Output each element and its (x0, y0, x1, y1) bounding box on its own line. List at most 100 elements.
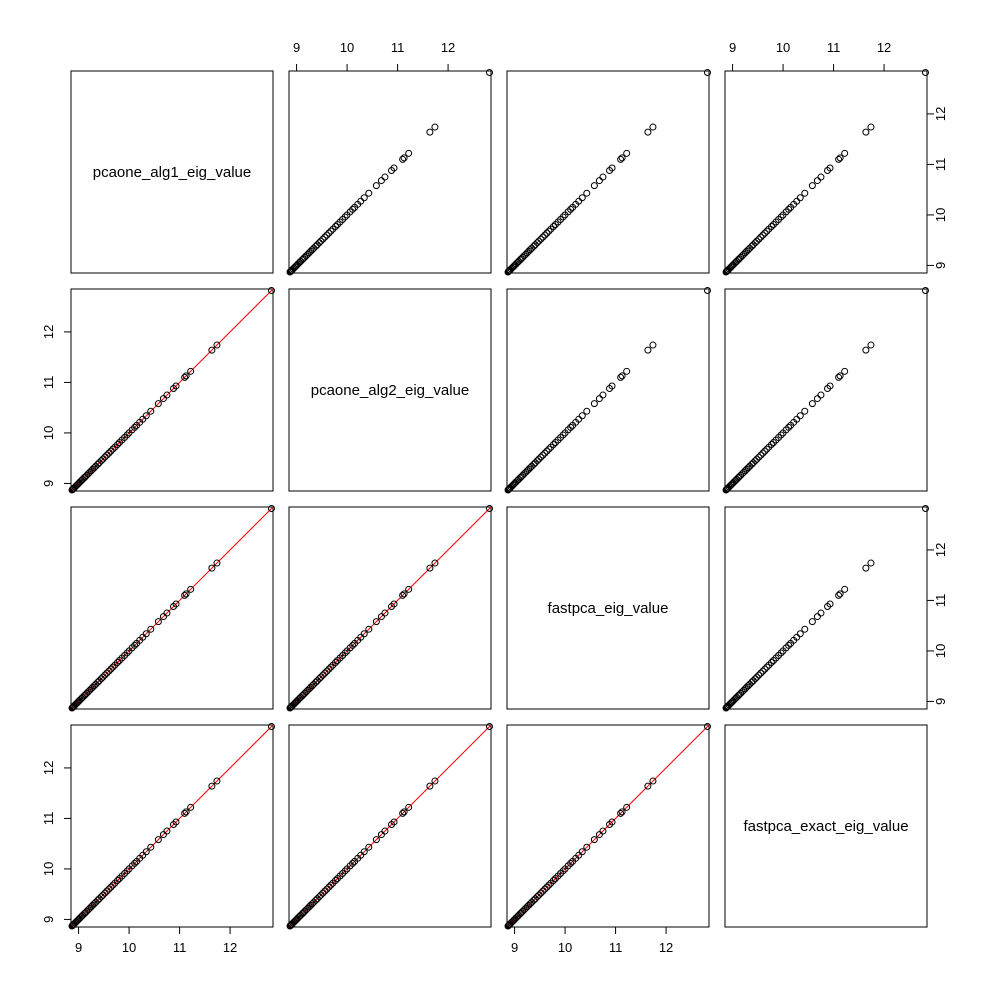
panel-3-2-point-30 (535, 891, 543, 899)
panel-2-0-point-33 (94, 678, 102, 686)
panel-1-3-point-28 (757, 451, 765, 459)
panel-2-3-point-55 (722, 704, 730, 712)
panel-1-0-point-1 (213, 341, 221, 349)
panel-0-3-point-27 (759, 231, 767, 239)
bottom-axis-0-tick-label-3: 12 (223, 940, 237, 955)
panel-2-3-point-25 (763, 663, 771, 671)
panel-0-3-point-0 (921, 69, 929, 77)
panel-3-0-point-2 (208, 782, 216, 790)
panel-2-3-point-7 (824, 602, 832, 610)
left-axis-3-tick-label-3: 12 (41, 761, 56, 775)
panel-0-2-point-18 (561, 211, 569, 219)
right-axis-2-tick-label-0: 9 (933, 698, 948, 705)
panel-0-2-point-0 (703, 69, 711, 77)
panel-2-3-point-32 (749, 677, 757, 685)
panel-2-1-point-29 (319, 671, 327, 679)
panel-1-2-point-9 (595, 395, 603, 403)
panel-3-1-point-31 (315, 893, 323, 901)
panel-2-1-point-11 (365, 625, 373, 633)
panel-2-0-point-32 (95, 677, 103, 685)
panel-3-0-point-12 (142, 848, 150, 856)
panel-1-0-point-4 (182, 372, 190, 380)
panel-0-3-point-33 (748, 242, 756, 250)
panel-1-0-point-9 (159, 395, 167, 403)
top-axis-3-tick-label-0: 9 (729, 40, 736, 55)
bottom-axis-2-tick-label-1: 10 (558, 940, 572, 955)
panel-0-1-point-4 (400, 154, 408, 162)
panel-2-3-point-12 (796, 630, 804, 638)
panel-0-3-point-15 (787, 203, 795, 211)
panel-2-3-point-18 (779, 647, 787, 655)
panel-2-1-point-33 (312, 678, 320, 686)
panel-1-0-point-28 (103, 451, 111, 459)
panel-3-0-point-29 (101, 889, 109, 897)
panel-0-3-point-18 (779, 211, 787, 219)
panel-2-1-point-22 (333, 657, 341, 665)
panel-2-3-point-22 (769, 657, 777, 665)
left-axis-1-tick-label-0: 9 (41, 480, 56, 487)
panel-2-0-point-10 (154, 618, 162, 626)
panel-1-3-point-33 (748, 460, 756, 468)
panel-2-1-point-27 (323, 667, 331, 675)
panel-2-0-point-9 (159, 613, 167, 621)
panel-3-1-point-5 (399, 809, 407, 817)
panel-0-1-point-11 (365, 189, 373, 197)
panel-2-1-point-1 (431, 559, 439, 567)
panel-0-1-point-28 (321, 233, 329, 241)
panel-0-3-point-32 (749, 241, 757, 249)
panel-2-3-point-1 (867, 559, 875, 567)
panel-3-2-point-27 (541, 885, 549, 893)
panel-3-1-point-22 (333, 875, 341, 883)
panel-1-0-point-26 (107, 447, 115, 455)
panel-3-1-point-12 (360, 848, 368, 856)
panel-1-0-point-12 (142, 412, 150, 420)
panel-0-2-point-11 (583, 189, 591, 197)
panel-0-3-point-30 (753, 237, 761, 245)
panel-3-1-point-32 (313, 895, 321, 903)
top-axis-1-tick-label-2: 11 (391, 40, 405, 55)
panel-1-2-point-7 (606, 384, 614, 392)
panel-0-2-point-29 (537, 235, 545, 243)
panel-0-2-point-30 (535, 237, 543, 245)
panel-0-2-point-1 (649, 123, 657, 131)
panel-2-1-point-10 (372, 618, 380, 626)
panel-0-1-point-2 (426, 128, 434, 136)
panel-0-2-point-24 (547, 225, 555, 233)
panel-3-2-point-18 (561, 865, 569, 873)
panel-2-1-point-0 (485, 505, 493, 513)
panel-3-2-point-29 (537, 889, 545, 897)
panel-3-1-point-7 (388, 820, 396, 828)
variable-label-3: fastpca_exact_eig_value (743, 818, 908, 835)
panel-0-3-point-12 (796, 194, 804, 202)
panel-1-3-point-9 (813, 395, 821, 403)
panel-0-2-point-10 (590, 182, 598, 190)
panel-3-2-point-3 (623, 803, 631, 811)
panel-0-3-point-10 (808, 182, 816, 190)
panel-1-2-point-18 (561, 429, 569, 437)
panel-3-2-point-31 (533, 893, 541, 901)
panel-1-3-point-4 (836, 372, 844, 380)
panel-2-0-point-27 (105, 667, 113, 675)
panel-1-0-point-7 (170, 384, 178, 392)
top-axis-1-tick-label-1: 10 (340, 40, 354, 55)
panel-1-0-point-32 (95, 459, 103, 467)
panel-2-1-point-8 (381, 609, 389, 617)
left-axis-3-tick-label-0: 9 (41, 916, 56, 923)
panel-1-0-point-11 (147, 407, 155, 415)
panel-0-1-point-29 (319, 235, 327, 243)
panel-2-1-point-30 (317, 673, 325, 681)
panel-3-1-border (288, 724, 492, 928)
panel-2-3-point-11 (801, 625, 809, 633)
panel-2-0-point-24 (111, 661, 119, 669)
panel-2-0-point-5 (181, 591, 189, 599)
panel-2-1-point-25 (327, 663, 335, 671)
panel-3-2-point-32 (531, 895, 539, 903)
panel-1-0-point-18 (125, 429, 133, 437)
panel-3-2-point-33 (530, 896, 538, 904)
panel-1-3-point-18 (779, 429, 787, 437)
panel-2-3-point-2 (862, 564, 870, 572)
panel-1-0-point-8 (163, 391, 171, 399)
panel-2-0-point-22 (115, 657, 123, 665)
panel-0-1-point-31 (315, 239, 323, 247)
panel-2-1-point-7 (388, 602, 396, 610)
